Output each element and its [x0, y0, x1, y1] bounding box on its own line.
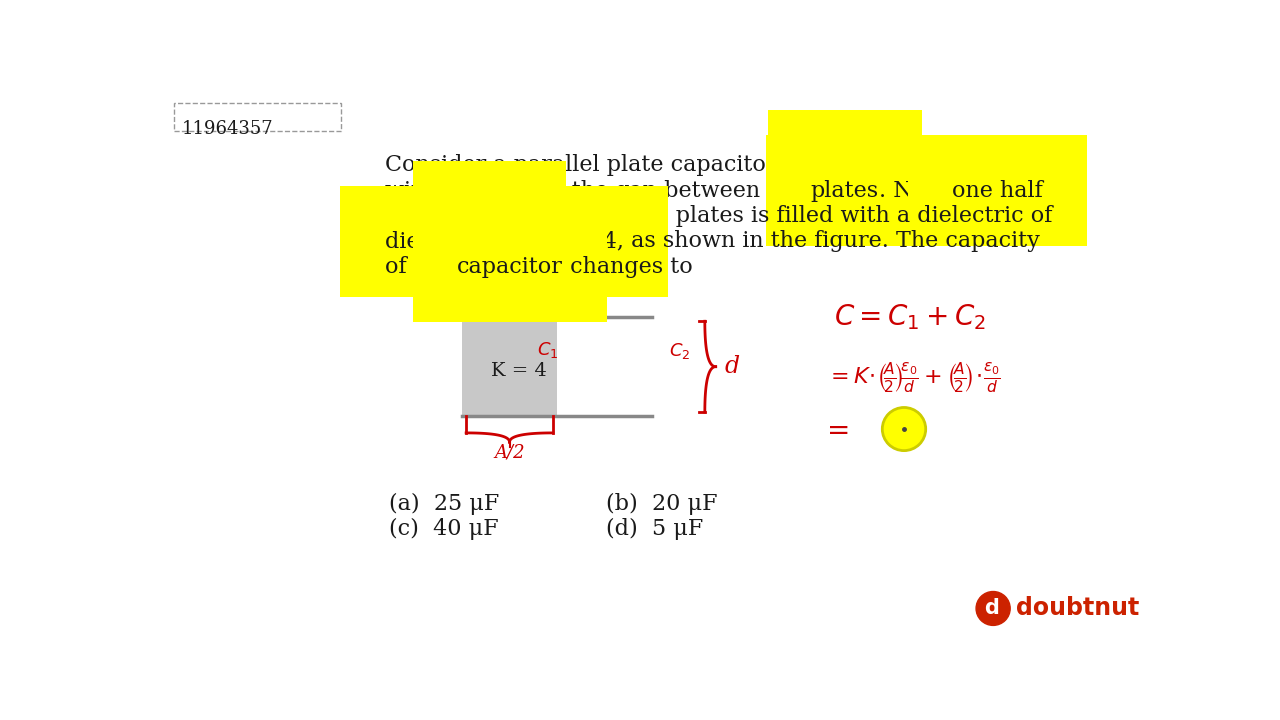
Text: . Now: . Now	[878, 179, 952, 202]
Text: 10 μF: 10 μF	[812, 154, 878, 176]
Text: K = 4: K = 4	[490, 361, 547, 379]
Bar	[174, 104, 340, 131]
Text: -farad): -farad)	[959, 154, 1034, 176]
Text: dielectric constant 4,: dielectric constant 4,	[385, 230, 623, 253]
Text: with air filled in the gap between the: with air filled in the gap between the	[385, 179, 810, 202]
Text: (d)  5 μF: (d) 5 μF	[605, 518, 703, 540]
Text: (c)  40 μF: (c) 40 μF	[389, 518, 498, 540]
Bar	[462, 318, 557, 416]
Text: between the plates is filled with a dielectric of: between the plates is filled with a diel…	[521, 205, 1052, 227]
Text: doubtnut: doubtnut	[1016, 596, 1139, 621]
Text: $C_2$: $C_2$	[668, 341, 690, 361]
Text: space: space	[457, 205, 521, 227]
Text: d: d	[724, 355, 740, 378]
Text: as shown in the figure. The capacity: as shown in the figure. The capacity	[623, 230, 1039, 253]
Text: micro: micro	[893, 154, 959, 176]
Text: one half: one half	[952, 179, 1043, 202]
Text: Consider a parallel plate capacitor of: Consider a parallel plate capacitor of	[385, 154, 812, 176]
Circle shape	[977, 592, 1010, 626]
Text: of the: of the	[385, 205, 457, 227]
Text: $= K \!\cdot\! \left(\!\frac{A}{2}\!\right)\!\frac{\varepsilon_0}{d} + \left(\!\: $= K \!\cdot\! \left(\!\frac{A}{2}\!\rig…	[827, 360, 1001, 395]
Text: A/2: A/2	[494, 444, 525, 462]
Text: $C_1$: $C_1$	[536, 340, 558, 360]
Text: changes to: changes to	[563, 256, 692, 278]
Text: capacitor: capacitor	[457, 256, 563, 278]
Text: d: d	[984, 598, 998, 618]
Text: of the: of the	[385, 256, 457, 278]
Text: (b)  20 μF: (b) 20 μF	[605, 493, 717, 515]
Text: =: =	[827, 418, 850, 444]
Text: 11964357: 11964357	[182, 120, 274, 138]
Text: (: (	[878, 154, 893, 176]
Text: $C = C_1 + C_2$: $C = C_1 + C_2$	[835, 302, 986, 332]
Circle shape	[882, 408, 925, 451]
Text: (a)  25 μF: (a) 25 μF	[389, 493, 499, 515]
Text: plates: plates	[810, 179, 878, 202]
